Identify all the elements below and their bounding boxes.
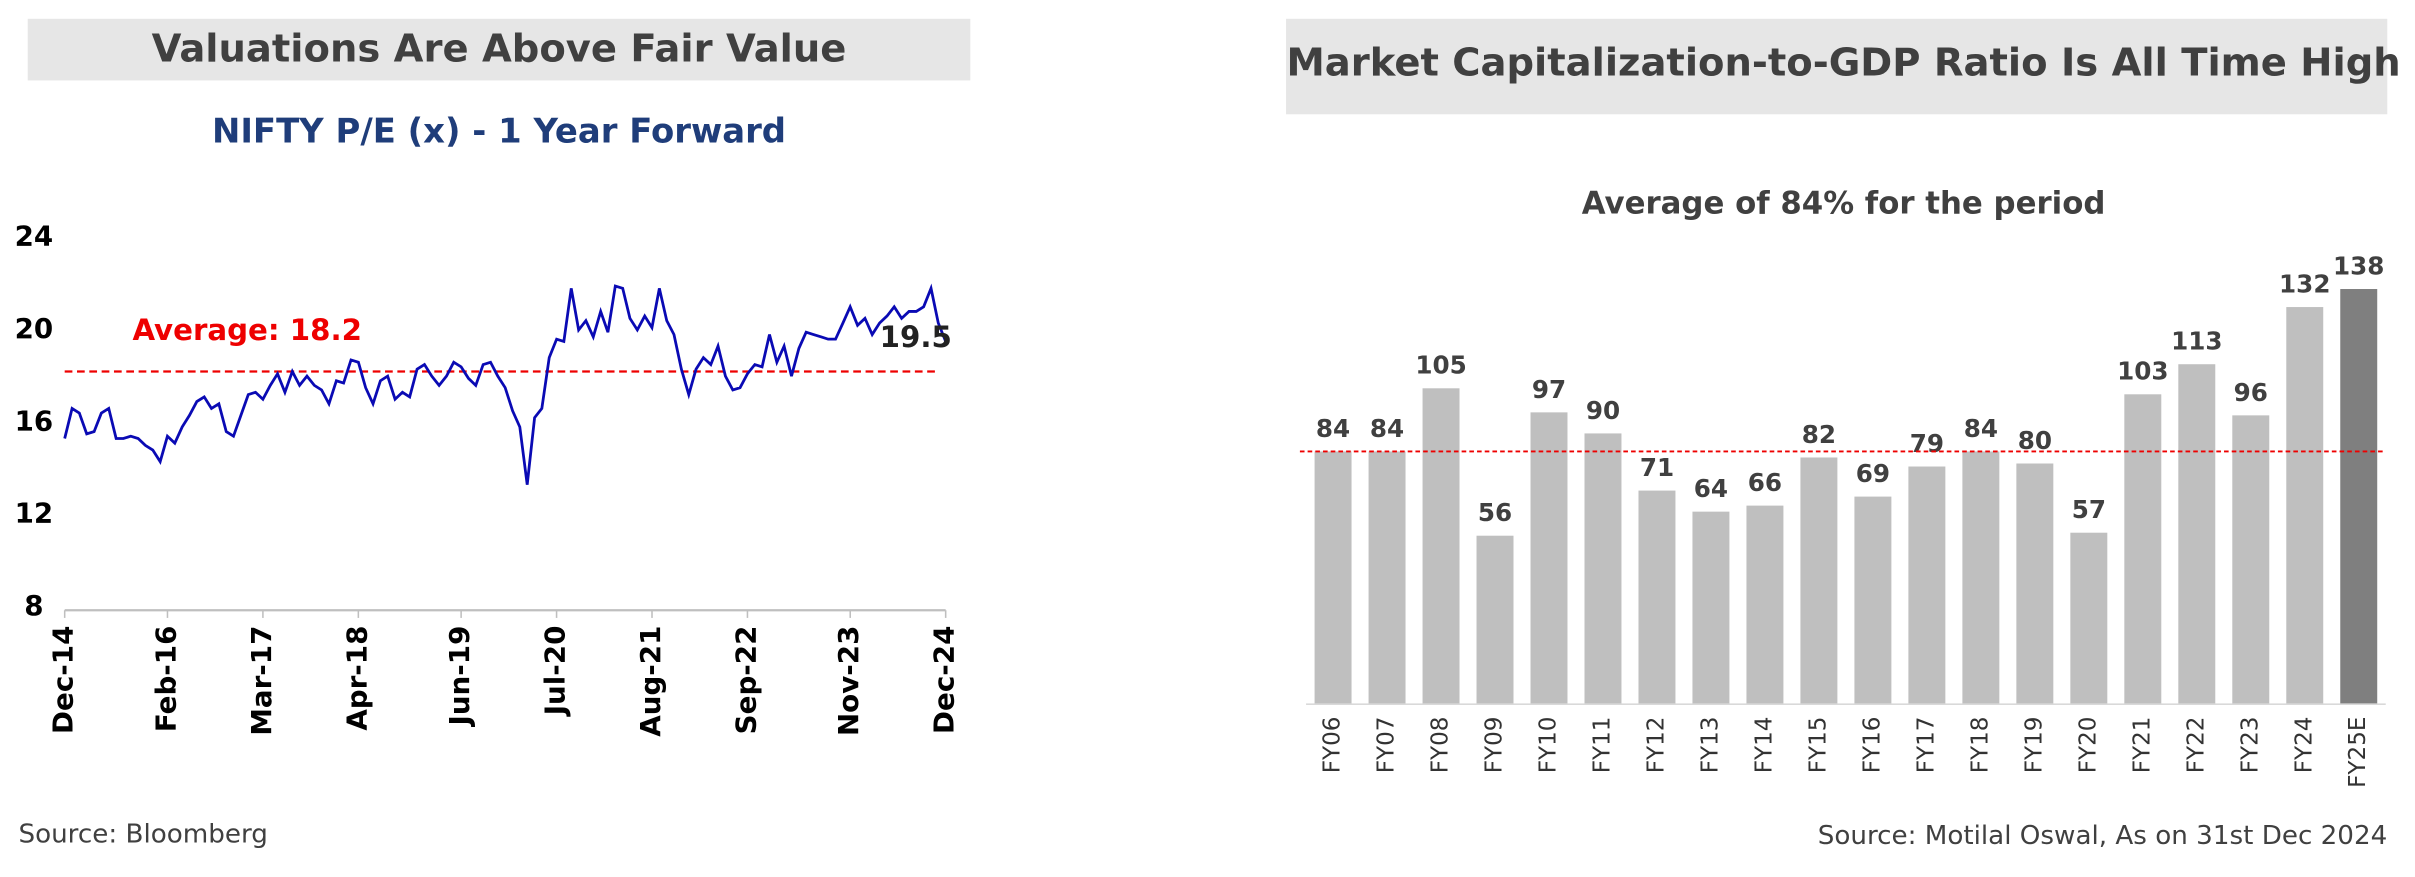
average-label: Average: 18.2 xyxy=(132,313,362,347)
chart-title: Valuations Are Above Fair Value xyxy=(152,27,847,72)
y-tick-label: 20 xyxy=(15,312,54,345)
value-label: 82 xyxy=(1802,420,1836,449)
y-tick-label: 16 xyxy=(15,404,54,437)
chart-subtitle: Average of 84% for the period xyxy=(1582,186,2106,222)
x-tick-label: FY18 xyxy=(1967,717,1993,774)
bar xyxy=(1422,388,1460,705)
value-label: 96 xyxy=(2234,378,2268,407)
bar xyxy=(1800,457,1838,705)
value-label: 103 xyxy=(2117,357,2168,386)
x-tick-label: FY07 xyxy=(1374,717,1400,774)
bar xyxy=(1692,511,1730,705)
y-tick-label: 24 xyxy=(15,220,54,253)
bar xyxy=(1908,466,1946,705)
x-tick-label: FY11 xyxy=(1589,717,1615,774)
source: Source: Bloomberg xyxy=(18,820,267,850)
value-label: 105 xyxy=(1415,351,1466,380)
bar xyxy=(1530,412,1568,705)
x-tick-label: FY06 xyxy=(1320,717,1346,774)
x-tick-label: Mar-17 xyxy=(245,626,278,736)
x-tick-label: FY21 xyxy=(2129,717,2155,774)
value-label: 66 xyxy=(1748,468,1782,497)
bar xyxy=(2016,463,2054,705)
x-tick-label: Apr-18 xyxy=(340,626,373,731)
source: Source: Motilal Oswal, As on 31st Dec 20… xyxy=(1818,821,2388,851)
x-tick-label: FY08 xyxy=(1428,717,1454,774)
value-label: 64 xyxy=(1694,474,1728,503)
x-tick-label: Jun-19 xyxy=(443,626,476,728)
bar xyxy=(2340,289,2378,705)
chart-subtitle: NIFTY P/E (x) - 1 Year Forward xyxy=(212,111,786,150)
title-banner xyxy=(1286,18,2388,115)
x-tick-label: FY10 xyxy=(1535,717,1561,774)
value-label: 97 xyxy=(1532,375,1566,404)
x-tick-label: FY17 xyxy=(1913,717,1939,774)
x-tick-label: FY15 xyxy=(1805,717,1831,774)
x-tick-label: FY09 xyxy=(1482,717,1508,774)
bar xyxy=(1746,505,1784,705)
value-label: 84 xyxy=(1964,414,1998,443)
value-label: 84 xyxy=(1316,414,1350,443)
x-tick-label: FY13 xyxy=(1697,717,1723,774)
x-tick-label: Feb-16 xyxy=(149,626,182,733)
bar xyxy=(1368,451,1406,705)
x-tick-label: FY12 xyxy=(1643,717,1669,774)
x-tick-label: Dec-14 xyxy=(47,626,80,734)
value-label: 132 xyxy=(2279,269,2330,298)
value-label: 56 xyxy=(1478,498,1512,527)
x-tick-label: FY14 xyxy=(1751,717,1777,774)
x-tick-label: FY23 xyxy=(2237,717,2263,774)
value-label: 80 xyxy=(2018,426,2052,455)
y-tick-label: 12 xyxy=(15,497,54,530)
chart-title: Market Capitalization-to-GDP Ratio Is Al… xyxy=(1287,41,2401,86)
value-label: 138 xyxy=(2333,251,2384,280)
end-label: 19.5 xyxy=(880,320,952,354)
x-tick-label: Aug-21 xyxy=(634,626,667,737)
y-tick-label: 8 xyxy=(24,589,43,622)
bar xyxy=(2232,415,2270,705)
x-tick-label: Jul-20 xyxy=(539,626,572,718)
bar xyxy=(1584,433,1622,705)
x-tick-label: FY22 xyxy=(2183,717,2209,774)
value-label: 69 xyxy=(1856,459,1890,488)
x-tick-label: FY16 xyxy=(1859,717,1885,774)
bar xyxy=(1962,451,2000,705)
bar xyxy=(1314,451,1352,705)
x-tick-label: Dec-24 xyxy=(928,626,961,734)
title-banner xyxy=(27,18,971,81)
x-tick-label: FY19 xyxy=(2021,717,2047,774)
bar xyxy=(2124,394,2162,705)
value-label: 113 xyxy=(2171,327,2222,356)
value-label: 71 xyxy=(1640,453,1674,482)
x-tick-label: FY25E xyxy=(2345,717,2371,788)
bar xyxy=(2070,532,2108,705)
value-label: 79 xyxy=(1910,429,1944,458)
bar xyxy=(1476,535,1514,705)
bar xyxy=(1638,490,1676,705)
x-tick-label: FY24 xyxy=(2291,717,2317,774)
x-tick-label: Sep-22 xyxy=(729,626,762,735)
line xyxy=(63,283,947,485)
bar xyxy=(2178,364,2216,705)
bar xyxy=(1854,496,1892,705)
x-tick-label: FY20 xyxy=(2075,717,2101,774)
bar xyxy=(2286,307,2324,705)
value-label: 84 xyxy=(1370,414,1404,443)
value-label: 90 xyxy=(1586,396,1620,425)
x-tick-label: Nov-23 xyxy=(832,626,865,736)
value-label: 57 xyxy=(2072,495,2106,524)
